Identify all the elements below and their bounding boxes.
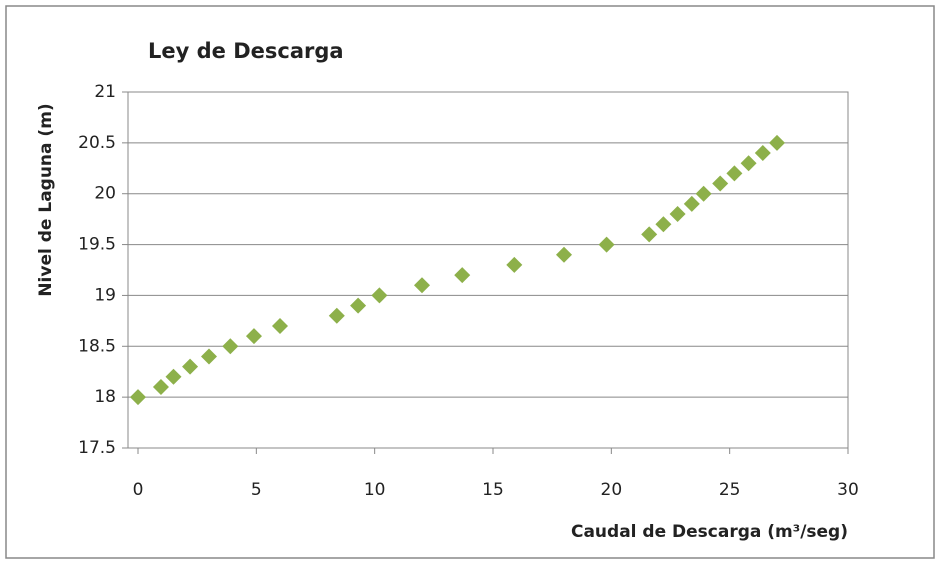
x-tick-label: 30 <box>837 480 859 500</box>
data-point <box>182 358 199 375</box>
data-point <box>740 155 757 172</box>
data-point <box>245 328 262 345</box>
data-point <box>201 348 217 365</box>
x-tick-label: 10 <box>364 480 386 500</box>
data-point <box>454 267 471 284</box>
y-axis-label: Nivel de Laguna (m) <box>36 103 56 296</box>
y-tick-label: 17.5 <box>78 438 116 458</box>
x-tick-label: 20 <box>601 480 623 500</box>
data-point <box>683 195 700 212</box>
y-tick-label: 20.5 <box>78 133 116 153</box>
data-point <box>669 206 686 223</box>
y-tick-label: 18 <box>94 387 116 407</box>
x-tick-label: 15 <box>482 480 504 500</box>
data-point <box>371 287 388 304</box>
data-point <box>350 297 367 314</box>
plot-area <box>127 91 849 449</box>
x-tick-label: 5 <box>251 480 262 500</box>
x-tick-label: 25 <box>719 480 741 500</box>
data-point <box>130 389 146 406</box>
data-point <box>328 307 345 324</box>
data-point <box>726 165 743 182</box>
data-point <box>754 145 771 162</box>
data-point <box>712 175 729 192</box>
y-tick-label: 18.5 <box>78 336 116 356</box>
data-point <box>414 277 430 294</box>
x-tick-label: 0 <box>133 480 144 500</box>
data-point <box>272 317 288 334</box>
data-point <box>165 368 182 385</box>
data-point <box>598 236 615 253</box>
y-tick-label: 19.5 <box>78 235 116 255</box>
x-axis-label: Caudal de Descarga (m³/seg) <box>571 522 848 542</box>
y-tick-label: 21 <box>94 82 116 102</box>
data-point <box>695 185 712 202</box>
data-point <box>641 226 658 243</box>
y-tick-label: 20 <box>94 184 116 204</box>
y-tick-label: 19 <box>94 285 116 305</box>
chart-title: Ley de Descarga <box>148 39 344 63</box>
data-point <box>506 256 523 273</box>
data-point <box>655 216 672 233</box>
data-point <box>556 246 572 263</box>
data-point <box>152 378 169 395</box>
data-point <box>769 134 785 151</box>
data-point <box>222 338 239 355</box>
